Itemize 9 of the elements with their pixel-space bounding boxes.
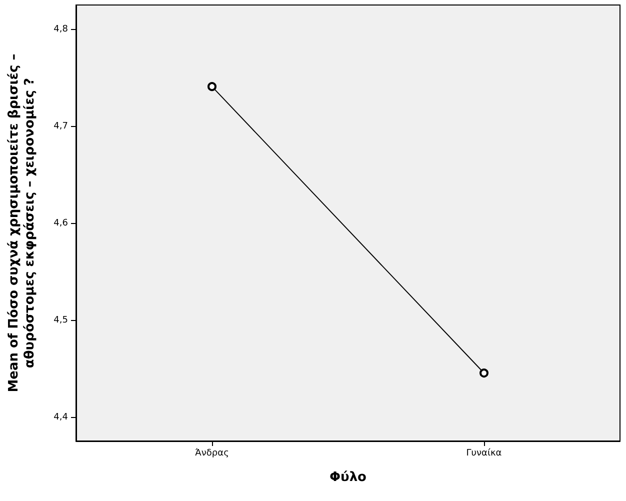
x-tick-label: Άνδρας [195, 448, 229, 458]
y-tick-label: 4,5 [54, 316, 68, 326]
x-axis-title: Φύλο [330, 470, 367, 485]
y-tick-label: 4,4 [54, 412, 68, 423]
x-tick-label: Γυναίκα [466, 448, 502, 458]
y-tick-label: 4,8 [54, 24, 68, 34]
y-tick-label: 4,7 [54, 121, 68, 132]
y-axis-title: Mean of Πόσο συχνά χρησιμοποιείτε βρισιές – αθυρόστομες εκφράσεις – χειρονομίες ? [6, 54, 38, 392]
y-tick-label: 4,6 [54, 218, 68, 228]
